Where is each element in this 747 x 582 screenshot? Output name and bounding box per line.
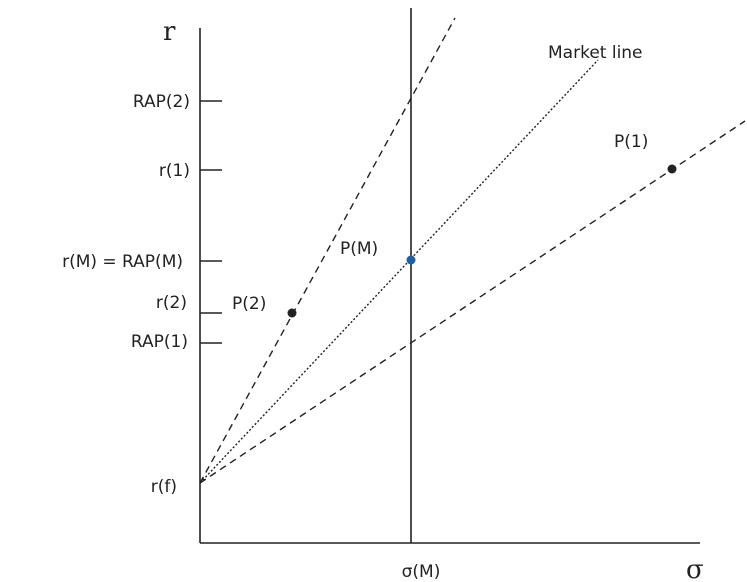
market-line-label: Market line <box>548 43 643 63</box>
tick-label-r2: r(2) <box>156 293 187 313</box>
point-label-p2: P(2) <box>232 294 266 314</box>
point-pm <box>406 255 416 265</box>
tick-label-sigma-m: σ(M) <box>402 562 441 582</box>
x-axis-label: σ <box>686 555 704 582</box>
line-through-p2 <box>199 17 456 484</box>
tick-label-r1: r(1) <box>159 161 190 181</box>
line-through-p1 <box>199 120 746 484</box>
point-label-pm: P(M) <box>340 239 378 259</box>
y-axis-label: r <box>163 17 176 47</box>
market-line <box>199 59 599 484</box>
point-label-p1: P(1) <box>614 132 648 152</box>
point-p1 <box>667 164 677 174</box>
tick-label-rf: r(f) <box>151 477 177 497</box>
tick-label-rap1: RAP(1) <box>131 332 188 352</box>
tick-label-rap2: RAP(2) <box>133 92 190 112</box>
tick-label-rm: r(M) = RAP(M) <box>62 252 183 272</box>
point-p2 <box>287 308 297 318</box>
